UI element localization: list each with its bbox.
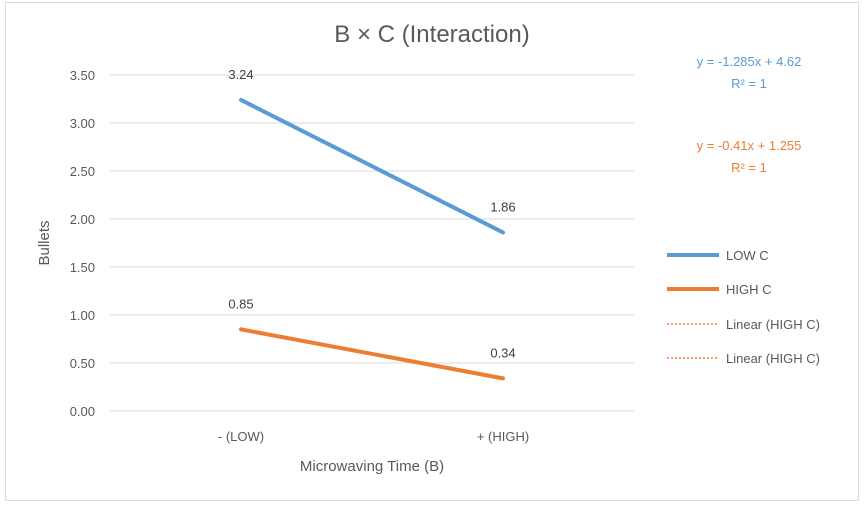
equation-high-c: y = -0.41x + 1.255 xyxy=(697,138,802,153)
y-axis-title: Bullets xyxy=(36,220,53,265)
chart-frame xyxy=(5,2,859,501)
y-tick-label: 3.50 xyxy=(70,68,95,83)
y-tick-label: 2.00 xyxy=(70,212,95,227)
x-tick-label: + (HIGH) xyxy=(477,429,529,444)
y-tick-label: 0.00 xyxy=(70,404,95,419)
series-lines xyxy=(239,97,505,381)
gridlines xyxy=(110,74,634,412)
series-line-low-c xyxy=(239,97,505,235)
y-tick-label: 1.00 xyxy=(70,308,95,323)
y-tick-label: 1.50 xyxy=(70,260,95,275)
legend-label-high-c: HIGH C xyxy=(726,282,772,297)
legend-label-trend-2: Linear (HIGH C) xyxy=(726,351,820,366)
data-label: 1.86 xyxy=(490,199,515,214)
y-axis-ticks: 0.00 0.50 1.00 1.50 2.00 2.50 3.00 3.50 xyxy=(70,68,95,419)
r-squared-low-c: R² = 1 xyxy=(731,76,767,91)
chart-title: B × C (Interaction) xyxy=(334,21,529,48)
x-axis-title: Microwaving Time (B) xyxy=(300,458,444,475)
legend-label-trend-1: Linear (HIGH C) xyxy=(726,317,820,332)
legend: LOW C HIGH C Linear (HIGH C) Linear (HIG… xyxy=(667,248,820,366)
data-label: 0.34 xyxy=(490,345,515,360)
y-tick-label: 3.00 xyxy=(70,116,95,131)
equation-low-c: y = -1.285x + 4.62 xyxy=(697,54,802,69)
r-squared-high-c: R² = 1 xyxy=(731,160,767,175)
data-labels: 3.24 1.86 0.85 0.34 xyxy=(228,67,515,360)
x-tick-label: - (LOW) xyxy=(218,429,264,444)
x-axis-ticks: - (LOW) + (HIGH) xyxy=(218,429,529,444)
data-label: 3.24 xyxy=(228,67,253,82)
y-tick-label: 0.50 xyxy=(70,356,95,371)
series-line-high-c xyxy=(239,327,505,381)
y-tick-label: 2.50 xyxy=(70,164,95,179)
legend-label-low-c: LOW C xyxy=(726,248,769,263)
trendline-equations: y = -1.285x + 4.62 R² = 1 y = -0.41x + 1… xyxy=(697,54,802,175)
data-label: 0.85 xyxy=(228,296,253,311)
